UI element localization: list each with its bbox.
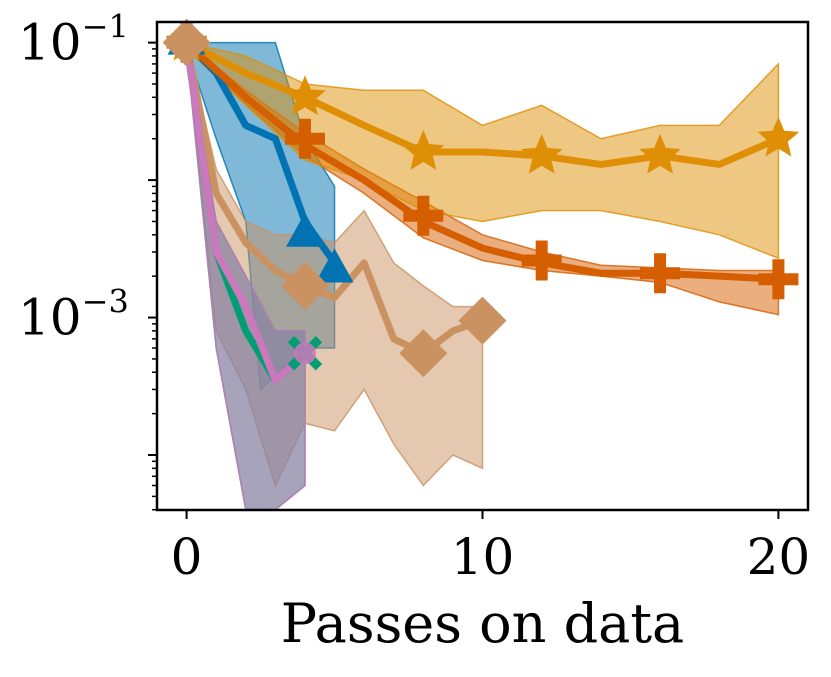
x-tick-label: 20 bbox=[747, 528, 811, 586]
blue-triangle-marker bbox=[315, 248, 354, 283]
pink-circle-marker bbox=[293, 342, 316, 365]
tan-diamond-marker bbox=[458, 296, 507, 345]
gold-star-marker bbox=[520, 133, 563, 174]
gold-star-marker bbox=[402, 130, 445, 170]
tan-diamond-marker bbox=[162, 18, 211, 67]
x-axis-label: Passes on data bbox=[281, 592, 684, 655]
gold-star-marker bbox=[757, 116, 800, 157]
x-axis-ticks: 0 10 20 bbox=[171, 510, 811, 586]
pink-circle-line bbox=[183, 39, 309, 384]
orange-plus-marker bbox=[403, 195, 444, 236]
tan-diamond-marker bbox=[399, 329, 448, 378]
gold-star-line bbox=[183, 39, 782, 168]
y-tick-label: 10−1 bbox=[18, 8, 129, 72]
y-tick-label: 10−3 bbox=[18, 283, 129, 347]
orange-plus-marker bbox=[640, 253, 681, 294]
blue-triangle-marker bbox=[285, 212, 324, 247]
gold-star-marker bbox=[639, 133, 681, 174]
orange-plus-marker bbox=[758, 259, 799, 300]
orange-plus-marker bbox=[521, 240, 562, 281]
gold-star-marker bbox=[284, 75, 326, 116]
series-markers bbox=[162, 18, 800, 378]
y-axis-ticks: 10−1 10−3 bbox=[18, 8, 157, 511]
orange-plus-marker bbox=[284, 118, 325, 159]
x-tick-label: 10 bbox=[451, 528, 515, 586]
tan-diamond-marker bbox=[280, 261, 329, 310]
x-tick-label: 0 bbox=[171, 528, 203, 586]
pink-circle-band bbox=[185, 42, 306, 511]
